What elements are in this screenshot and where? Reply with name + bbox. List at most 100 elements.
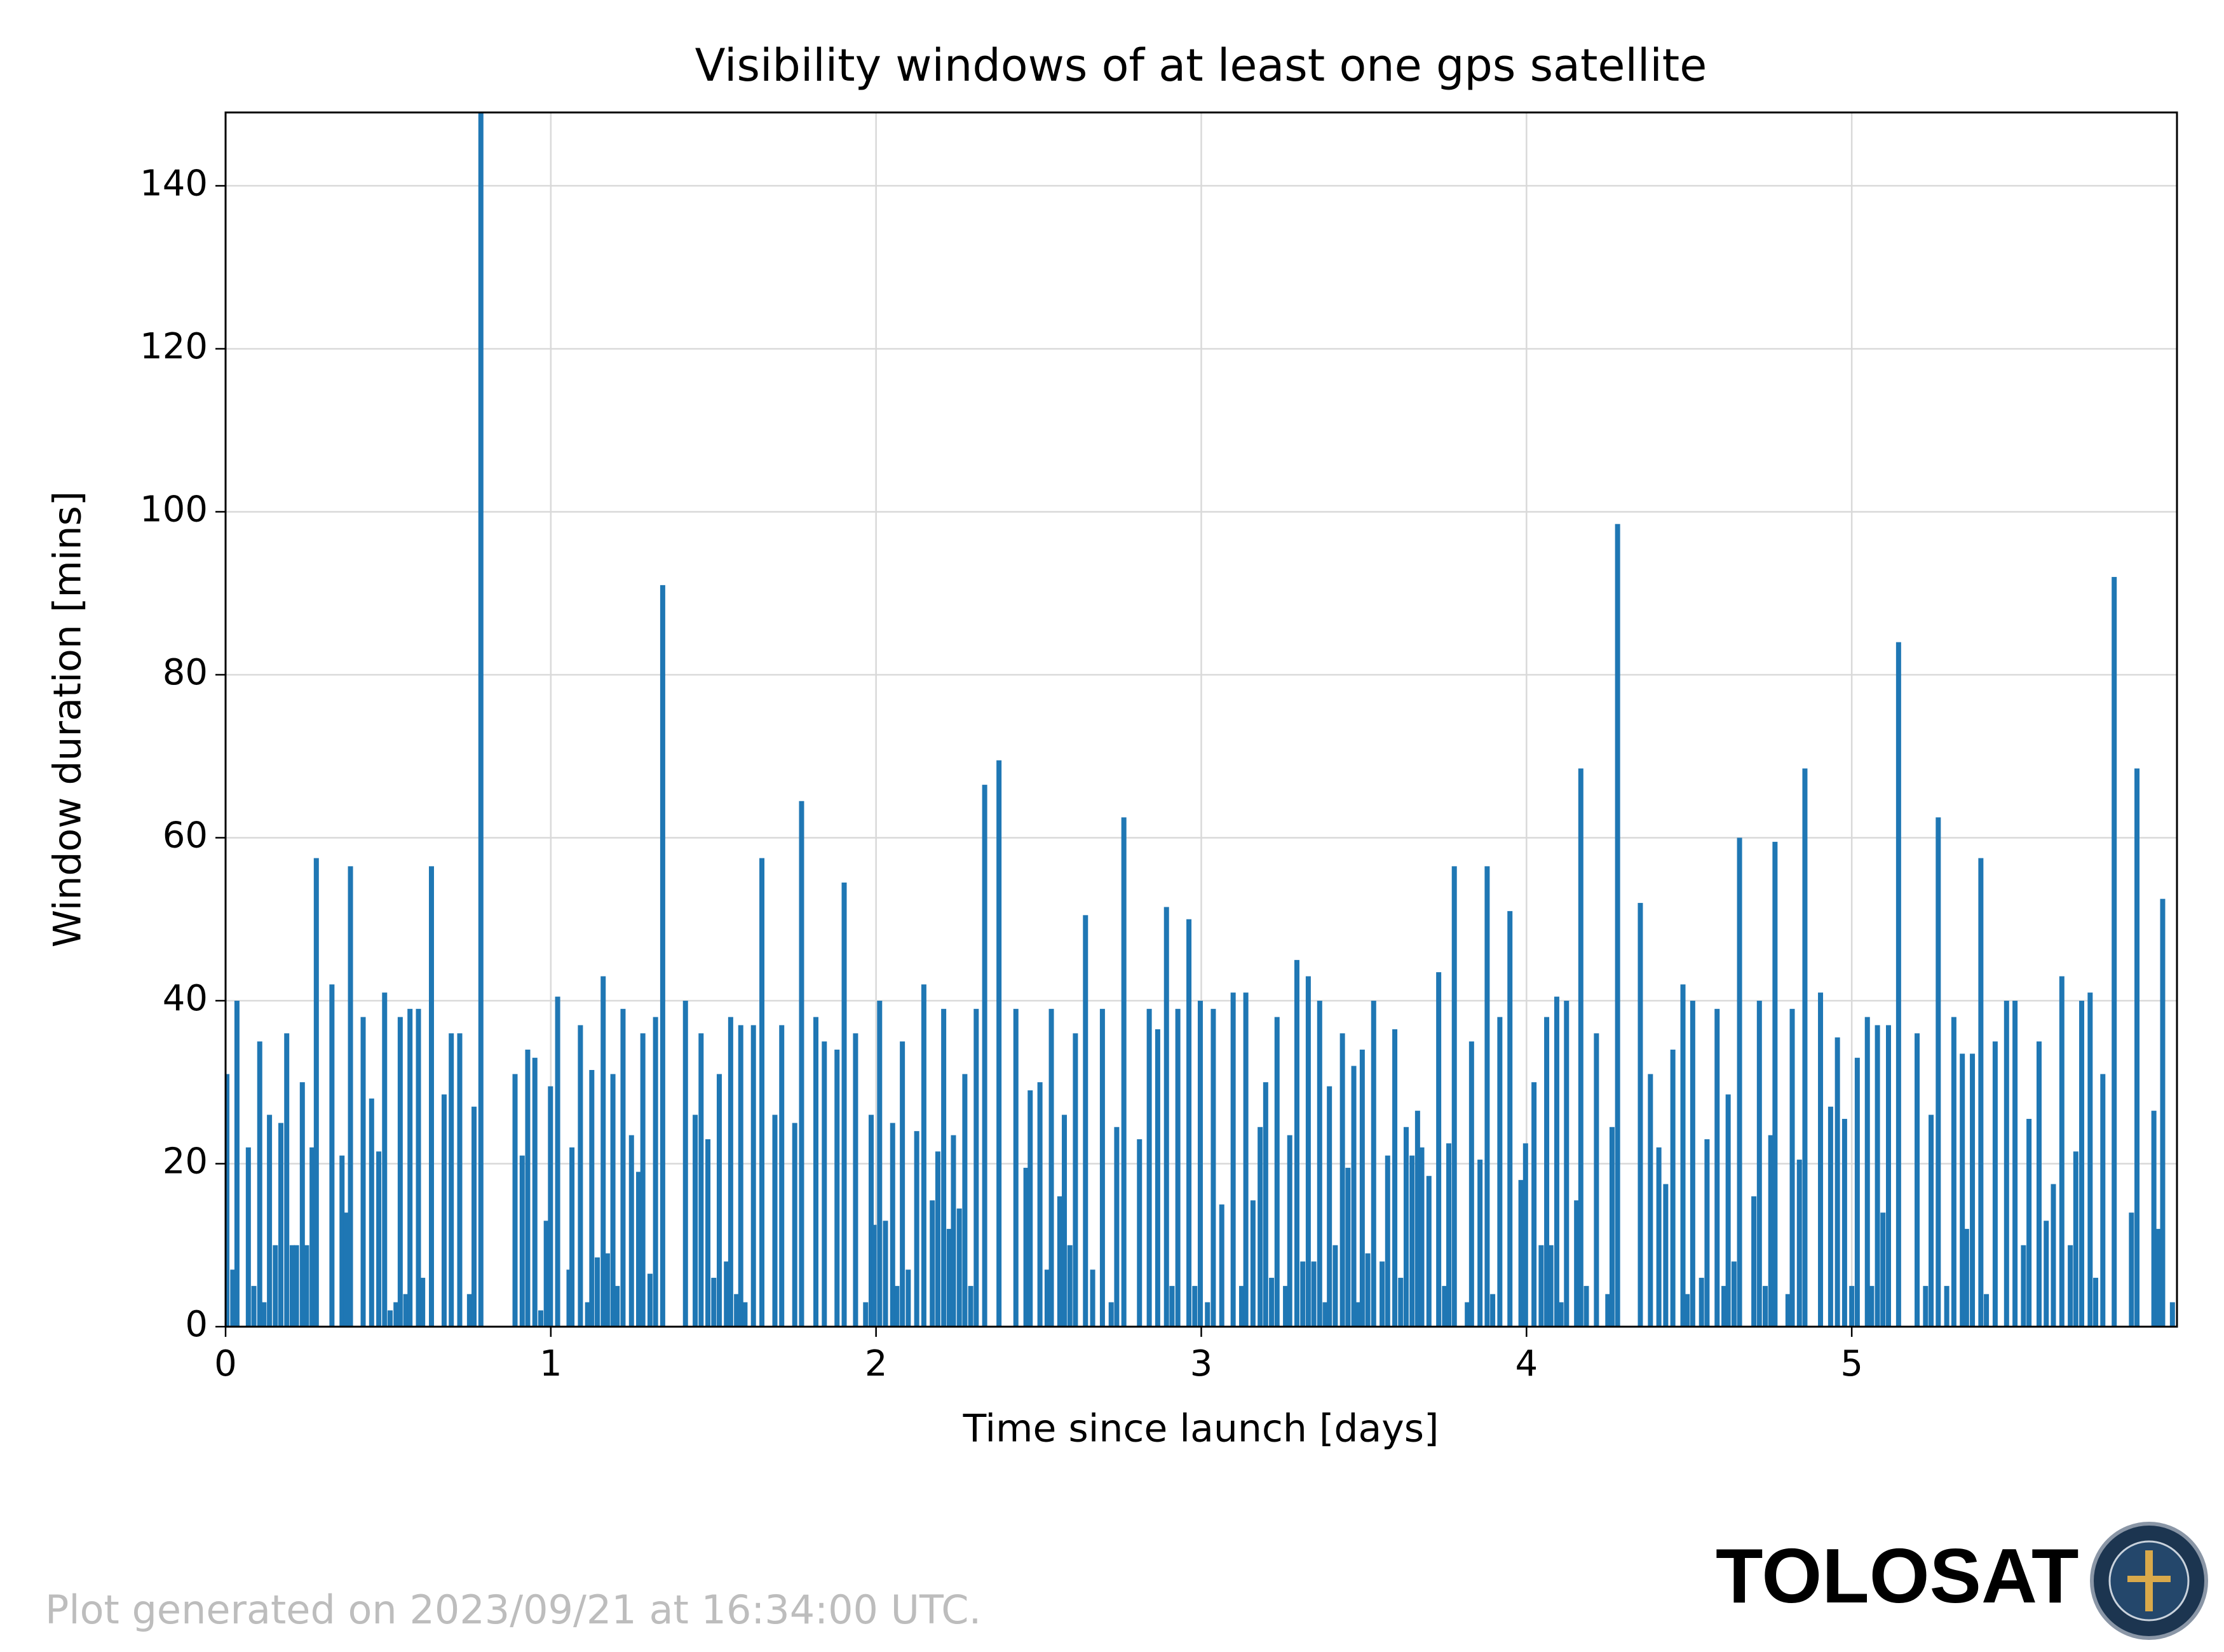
- bar: [1849, 1285, 1855, 1327]
- bar: [441, 1094, 447, 1327]
- bar: [968, 1285, 973, 1327]
- bar: [1548, 1245, 1554, 1327]
- bar: [2044, 1221, 2049, 1327]
- bar: [1699, 1278, 1704, 1327]
- bar: [1371, 1000, 1376, 1327]
- bar: [1497, 1017, 1503, 1327]
- bar: [930, 1200, 935, 1327]
- bar: [304, 1245, 309, 1327]
- bar: [1785, 1294, 1791, 1327]
- bar: [1283, 1285, 1289, 1327]
- bar: [1518, 1180, 1524, 1327]
- bar: [1721, 1285, 1727, 1327]
- bar: [294, 1245, 299, 1327]
- bar: [1477, 1160, 1483, 1327]
- bar: [1578, 768, 1583, 1327]
- bar: [2004, 1000, 2009, 1327]
- bar: [1915, 1033, 1920, 1327]
- bar: [772, 1114, 778, 1327]
- bar: [877, 1000, 883, 1327]
- footer-note: Plot generated on 2023/09/21 at 16:34:00…: [45, 1587, 981, 1633]
- bar: [982, 785, 987, 1327]
- bar: [2036, 1041, 2042, 1327]
- bar: [1436, 972, 1442, 1327]
- axes: 0 1 2 3 4 5 0 20 40 60 80 100 120 140: [140, 111, 2178, 1385]
- bar: [257, 1041, 262, 1327]
- bar: [1345, 1167, 1351, 1327]
- bar: [1731, 1261, 1737, 1327]
- bar: [360, 1017, 366, 1327]
- bar: [2087, 992, 2093, 1327]
- bar: [1426, 1175, 1432, 1327]
- bar: [742, 1302, 748, 1327]
- bar: [339, 1155, 345, 1327]
- bar: [779, 1025, 785, 1327]
- bar: [834, 1049, 840, 1327]
- bar: [1305, 976, 1311, 1327]
- bar: [1544, 1017, 1550, 1327]
- grid: [224, 112, 2177, 1328]
- bar: [416, 1008, 421, 1327]
- bar: [1663, 1184, 1669, 1327]
- bar: [1564, 1000, 1570, 1327]
- bar: [1451, 866, 1457, 1327]
- bar: [532, 1057, 538, 1327]
- bar: [1027, 1090, 1033, 1327]
- bar: [640, 1033, 646, 1327]
- bar: [1880, 1212, 1886, 1327]
- bar: [1398, 1278, 1404, 1327]
- bar: [313, 858, 319, 1327]
- x-tick-label: 2: [865, 1343, 888, 1385]
- bar: [956, 1209, 962, 1327]
- bar: [1258, 1127, 1263, 1327]
- x-tick-label: 4: [1515, 1343, 1538, 1385]
- bar: [449, 1033, 454, 1327]
- bar: [1169, 1285, 1175, 1327]
- bar: [226, 1074, 230, 1327]
- bar: [871, 1224, 877, 1327]
- bar: [1490, 1294, 1496, 1327]
- bar: [1854, 1057, 1860, 1327]
- bar: [1714, 1008, 1720, 1327]
- bar: [724, 1261, 729, 1327]
- bar: [1351, 1066, 1357, 1327]
- bar: [1163, 907, 1169, 1327]
- bar: [1951, 1017, 1956, 1327]
- bar: [921, 984, 926, 1327]
- x-tick-label: 0: [214, 1343, 237, 1385]
- bar: [1186, 919, 1192, 1327]
- bar: [1609, 1127, 1615, 1327]
- bar: [348, 866, 353, 1327]
- bar: [1287, 1135, 1292, 1327]
- bar: [1044, 1269, 1050, 1327]
- bar: [653, 1017, 658, 1327]
- bar: [548, 1086, 553, 1327]
- bar: [863, 1302, 869, 1327]
- bar: [1327, 1086, 1332, 1327]
- bar: [478, 112, 484, 1327]
- bar: [1263, 1082, 1268, 1327]
- bar: [267, 1114, 273, 1327]
- bar: [2129, 1212, 2134, 1327]
- bar: [2068, 1245, 2073, 1327]
- bar: [1317, 1000, 1322, 1327]
- y-tick-label: 60: [163, 815, 208, 856]
- bar: [1605, 1294, 1611, 1327]
- x-tick-label: 1: [539, 1343, 562, 1385]
- bar: [1818, 992, 1824, 1327]
- bar: [1269, 1278, 1275, 1327]
- bar: [1067, 1245, 1073, 1327]
- bar: [1332, 1245, 1338, 1327]
- y-tick-label: 80: [163, 652, 208, 693]
- bar: [1538, 1245, 1544, 1327]
- bar: [1230, 992, 1236, 1327]
- bar: [428, 866, 434, 1327]
- bar: [1725, 1094, 1731, 1327]
- bar: [604, 1253, 610, 1327]
- bar: [1114, 1127, 1120, 1327]
- bar: [853, 1033, 858, 1327]
- bar: [792, 1123, 797, 1327]
- bar: [759, 858, 765, 1327]
- bar: [512, 1074, 518, 1327]
